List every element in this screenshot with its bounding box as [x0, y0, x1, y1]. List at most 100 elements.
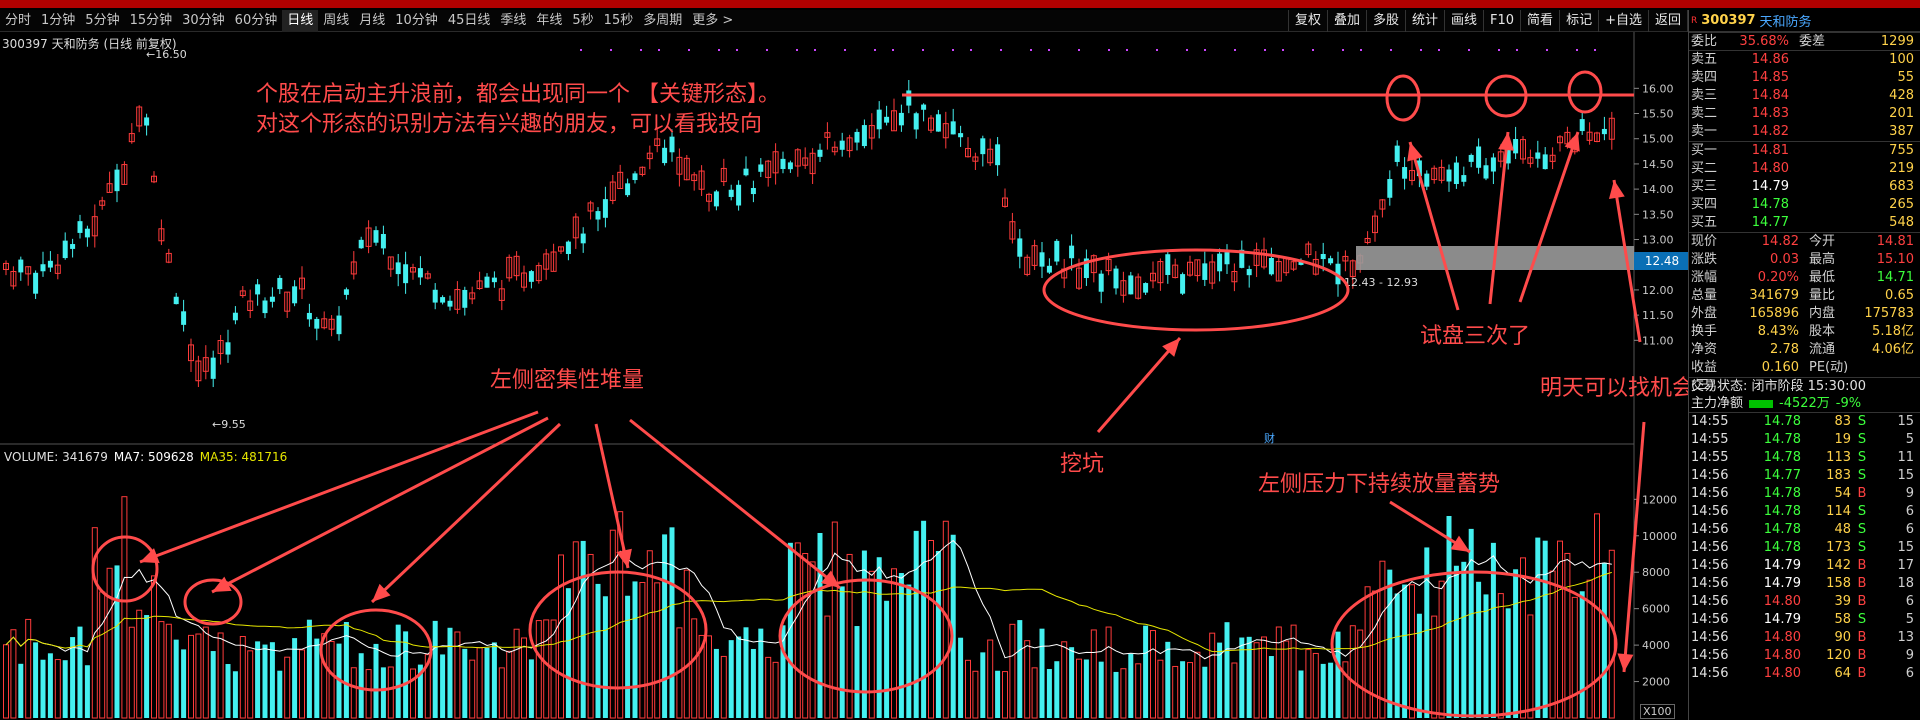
volume-bar: [1379, 560, 1386, 719]
toolbar-button-1[interactable]: 叠加: [1328, 9, 1367, 32]
toolbar-button-4[interactable]: 画线: [1445, 9, 1485, 32]
annotation-test-three: 试盘三次了: [1420, 324, 1531, 349]
volume-bar: [151, 575, 157, 719]
volume-bar: [1438, 580, 1445, 719]
candle-body: [817, 149, 823, 157]
annotation-left-volume: 左侧密集性堆量: [490, 368, 645, 393]
bid-row-2[interactable]: 买三 14.79 683: [1691, 179, 1914, 194]
period-tab-12[interactable]: 年线: [536, 12, 563, 28]
volume-bar: [62, 660, 68, 718]
tick-row-10: 14:56 14.80 39 B 6: [1691, 594, 1914, 609]
candle-body: [373, 230, 379, 243]
signal-dot: [766, 49, 768, 51]
period-tab-10[interactable]: 45日线: [447, 12, 491, 28]
toolbar-button-2[interactable]: 多股: [1367, 9, 1406, 32]
toolbar-button-0[interactable]: 复权: [1289, 9, 1328, 32]
signal-dot: [1186, 49, 1188, 51]
tick-row-6: 14:56 14.78 48 S 6: [1691, 522, 1914, 537]
candle-body: [809, 152, 816, 175]
toolbar-button-9[interactable]: 返回: [1649, 9, 1688, 32]
volume-bar: [1253, 642, 1260, 719]
price-tick-label: 12.00: [1642, 284, 1674, 297]
period-tabs: 分时 1分钟 5分钟 15分钟 30分钟 60分钟 日线 周线 月线 10分钟 45日线 季线 年线 5秒…: [0, 9, 1288, 32]
volume-bar: [654, 582, 661, 719]
candle-body: [358, 239, 364, 249]
tick-list[interactable]: 14:55 14.78 83 S 15 14:55 14.78 19 S 5 14:55 14.78 1…: [1689, 413, 1920, 683]
period-tab-14[interactable]: 15秒: [603, 12, 634, 28]
signal-dot: [1420, 49, 1422, 51]
signal-dot: [952, 49, 954, 51]
period-tab-8[interactable]: 月线: [359, 12, 386, 28]
ask-row-2[interactable]: 卖三 14.84 428: [1691, 88, 1914, 103]
chart-canvas[interactable]: 16.0015.5015.0014.5014.0013.5013.0012.50…: [0, 32, 1688, 720]
toolbar-button-5[interactable]: F10: [1484, 9, 1522, 32]
ask-row-4[interactable]: 卖一 14.82 387: [1691, 124, 1914, 139]
period-tab-4[interactable]: 30分钟: [182, 12, 225, 28]
volume-bar: [121, 496, 128, 719]
volume-bar: [165, 623, 172, 719]
candle-body: [854, 131, 860, 143]
period-tab-15[interactable]: 多周期: [643, 12, 683, 28]
candle-body: [173, 296, 179, 305]
candle-body: [587, 202, 594, 212]
volume-bar: [662, 534, 668, 718]
volume-bar: [987, 639, 994, 719]
volume-bar: [1594, 513, 1600, 719]
candle-body: [1054, 240, 1060, 262]
volume-bar: [1261, 636, 1267, 719]
period-tab-0[interactable]: 分时: [5, 12, 32, 28]
volume-bar: [210, 651, 216, 718]
period-tab-7[interactable]: 周线: [323, 12, 350, 28]
candle-body: [321, 318, 328, 329]
period-tab-5[interactable]: 60分钟: [234, 12, 278, 28]
volume-bar: [1409, 584, 1415, 719]
arrow-vol-1: [139, 410, 539, 564]
period-tab-2[interactable]: 5分钟: [85, 12, 120, 28]
period-tab-6[interactable]: 日线: [282, 9, 319, 32]
period-tab-9[interactable]: 10分钟: [395, 12, 438, 28]
bid-row-1[interactable]: 买二 14.80 219: [1691, 161, 1914, 176]
ask-row-0[interactable]: 卖五 14.86 100: [1691, 52, 1914, 67]
candle-body: [476, 280, 483, 290]
volume-bar: [1601, 562, 1607, 718]
toolbar-button-6[interactable]: 简看: [1521, 9, 1561, 32]
ask-row-3[interactable]: 卖二 14.83 201: [1691, 106, 1914, 121]
toolbar-button-7[interactable]: 标记: [1560, 9, 1600, 32]
current-price-tag: 12.48: [1634, 252, 1690, 270]
bid-row-0[interactable]: 买一 14.81 755: [1691, 143, 1914, 158]
volume-bar: [306, 619, 312, 718]
bid-row-3[interactable]: 买四 14.78 265: [1691, 197, 1914, 212]
volume-bar: [1520, 557, 1526, 719]
candle-body: [328, 318, 335, 330]
ask-list: 卖五 14.86 100 卖四 14.85 55 卖三 14.84 428 卖二 14.83 201 卖…: [1689, 50, 1920, 141]
period-tab-13[interactable]: 5秒: [572, 12, 594, 28]
ask-row-1[interactable]: 卖四 14.85 55: [1691, 70, 1914, 85]
volume-bar: [144, 615, 150, 718]
tick-row-3: 14:56 14.77 183 S 15: [1691, 468, 1914, 483]
bid-list: 买一 14.81 755 买二 14.80 219 买三 14.79 683 买四 14.78 265…: [1689, 141, 1920, 232]
volume-bar: [476, 647, 483, 719]
candle-body: [217, 340, 224, 354]
volume-bar: [239, 635, 246, 719]
signal-dot: [1282, 49, 1284, 51]
candle-body: [144, 117, 150, 126]
candle-body: [151, 175, 157, 183]
signal-dot: [1516, 49, 1518, 51]
bid-row-4[interactable]: 买五 14.77 548: [1691, 215, 1914, 230]
kline-chart-area[interactable]: 16.0015.5015.0014.5014.0013.5013.0012.50…: [0, 32, 1760, 720]
candle-body: [736, 184, 742, 206]
candle-body: [935, 114, 941, 132]
volume-bar: [513, 628, 520, 719]
candle-body: [794, 149, 801, 167]
period-tab-16[interactable]: 更多 >: [692, 12, 734, 28]
period-tab-1[interactable]: 1分钟: [41, 12, 76, 28]
period-tab-11[interactable]: 季线: [500, 12, 527, 28]
panel-header: R 300397 天和防务: [1689, 10, 1920, 32]
stock-name[interactable]: 天和防务: [1759, 15, 1812, 30]
volume-bar: [1069, 647, 1075, 718]
toolbar-button-3[interactable]: 统计: [1406, 9, 1445, 32]
toolbar-button-8[interactable]: +自选: [1599, 9, 1649, 32]
period-tab-3[interactable]: 15分钟: [129, 12, 173, 28]
annotation-dig-pit: 挖坑: [1060, 452, 1105, 477]
candle-body: [750, 187, 756, 195]
